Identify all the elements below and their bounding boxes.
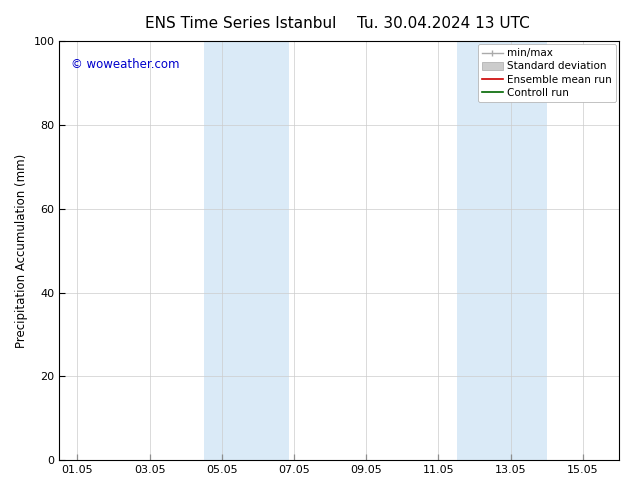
Y-axis label: Precipitation Accumulation (mm): Precipitation Accumulation (mm) — [15, 153, 28, 348]
Bar — [456, 41, 501, 460]
Bar — [204, 41, 249, 460]
Bar — [249, 41, 288, 460]
Text: Tu. 30.04.2024 13 UTC: Tu. 30.04.2024 13 UTC — [358, 16, 530, 31]
Bar — [501, 41, 547, 460]
Text: © woweather.com: © woweather.com — [70, 58, 179, 71]
Text: ENS Time Series Istanbul: ENS Time Series Istanbul — [145, 16, 337, 31]
Legend: min/max, Standard deviation, Ensemble mean run, Controll run: min/max, Standard deviation, Ensemble me… — [478, 44, 616, 102]
